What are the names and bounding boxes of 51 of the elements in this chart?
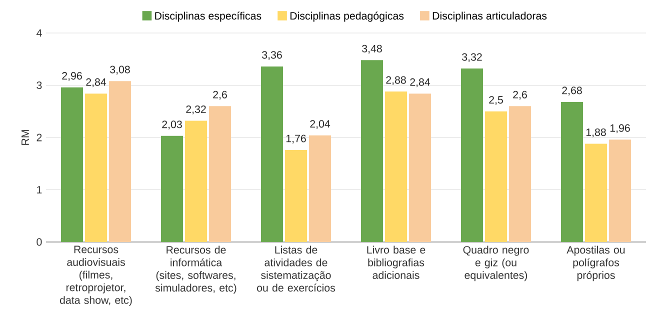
bar: [161, 136, 184, 242]
bar: [609, 140, 631, 242]
bar: [385, 92, 407, 242]
bar: [361, 60, 383, 242]
data-label: 1,88: [586, 128, 606, 138]
data-label: 1,96: [610, 124, 630, 134]
legend-label: Disciplinas específicas: [155, 12, 262, 22]
data-label: 2,84: [86, 78, 106, 88]
y-tick-label: 1: [37, 186, 42, 194]
bar: [509, 106, 531, 242]
data-label: 1,76: [286, 134, 306, 144]
bar: [109, 81, 132, 242]
data-label: 2,84: [410, 78, 430, 88]
y-axis-title: RM: [22, 130, 29, 145]
data-label: 3,32: [462, 53, 482, 62]
data-label: 3,36: [262, 51, 282, 60]
data-label: 3,08: [110, 66, 130, 75]
bar: [209, 106, 232, 242]
x-tick-label: Recursos audiovisuais (filmes, retroprojetor, data show, etc): [60, 246, 132, 306]
bar: [285, 150, 307, 242]
bar: [461, 68, 483, 242]
bar: [485, 111, 507, 242]
x-tick-label: Listas de atividades de sistematização ou de exercícios: [257, 246, 336, 292]
bar: [61, 87, 84, 242]
data-label: 2,5: [489, 96, 503, 105]
bar: [585, 144, 607, 242]
bar: [409, 94, 431, 242]
bar: [85, 94, 108, 242]
data-label: 2,6: [513, 90, 527, 100]
y-tick-label: 2: [36, 134, 42, 142]
bar: [261, 66, 284, 242]
bar: [185, 120, 208, 242]
y-tick-label: 0: [36, 238, 42, 246]
data-label: 2,04: [310, 120, 330, 129]
x-tick-label: Quadro negro e giz (ou equivalentes): [463, 246, 529, 282]
data-label: 2,68: [562, 86, 582, 96]
x-tick-label: Recursos de informática (sites, softwares, simuladores, etc): [155, 246, 236, 294]
data-label: 3,48: [362, 44, 382, 54]
data-label: 2,32: [186, 105, 206, 114]
legend-label: Disciplinas articuladoras: [432, 12, 547, 22]
data-label: 2,03: [162, 120, 182, 130]
x-tick-label: Livro base e bibliografias adicionais: [367, 246, 426, 279]
x-tick-label: Apostilas ou polígrafos próprios: [566, 246, 625, 282]
data-label: 2,96: [62, 72, 82, 81]
bar: [309, 135, 331, 242]
bar: [561, 102, 583, 242]
data-label: 2,6: [213, 90, 227, 100]
y-tick-label: 4: [36, 29, 42, 37]
data-label: 2,88: [386, 76, 406, 86]
legend-label: Disciplinas pedagógicas: [290, 12, 404, 22]
y-tick-label: 3: [36, 81, 42, 90]
